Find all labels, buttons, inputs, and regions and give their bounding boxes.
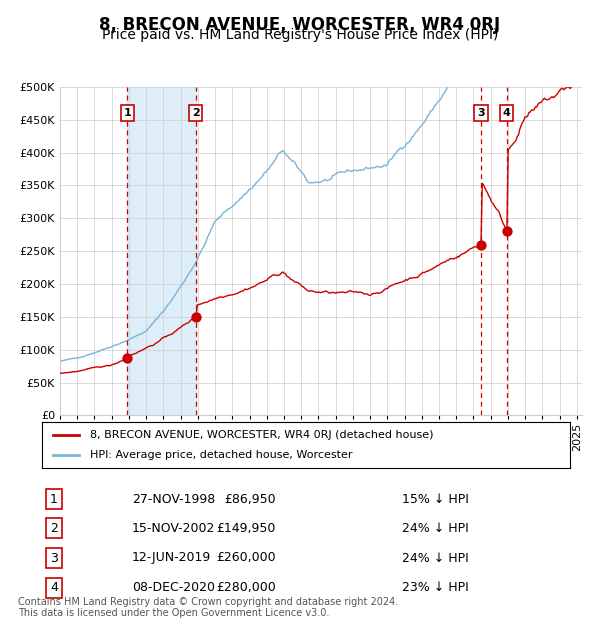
Bar [127, 87, 196, 415]
Text: 15% ↓ HPI: 15% ↓ HPI [402, 493, 469, 505]
Point [122, 353, 132, 363]
Point [476, 239, 486, 249]
Text: 4: 4 [503, 108, 511, 118]
Text: Price paid vs. HM Land Registry's House Price Index (HPI): Price paid vs. HM Land Registry's House … [102, 28, 498, 42]
Point [502, 226, 512, 236]
Text: 1: 1 [124, 108, 131, 118]
Text: 27-NOV-1998: 27-NOV-1998 [132, 493, 215, 505]
Text: 23% ↓ HPI: 23% ↓ HPI [402, 582, 469, 594]
Text: £86,950: £86,950 [224, 493, 276, 505]
Text: 3: 3 [477, 108, 485, 118]
Point [191, 312, 200, 322]
Text: 2: 2 [50, 522, 58, 534]
Text: HPI: Average price, detached house, Worcester: HPI: Average price, detached house, Worc… [89, 450, 352, 460]
Text: 24% ↓ HPI: 24% ↓ HPI [402, 522, 469, 534]
Text: 4: 4 [50, 582, 58, 594]
Text: 24% ↓ HPI: 24% ↓ HPI [402, 552, 469, 564]
Text: 08-DEC-2020: 08-DEC-2020 [132, 582, 215, 594]
Text: 2: 2 [192, 108, 199, 118]
Text: 1: 1 [50, 493, 58, 505]
Text: Contains HM Land Registry data © Crown copyright and database right 2024.
This d: Contains HM Land Registry data © Crown c… [18, 596, 398, 618]
Text: 12-JUN-2019: 12-JUN-2019 [132, 552, 211, 564]
Text: £149,950: £149,950 [217, 522, 276, 534]
Text: £260,000: £260,000 [217, 552, 276, 564]
Text: 8, BRECON AVENUE, WORCESTER, WR4 0RJ (detached house): 8, BRECON AVENUE, WORCESTER, WR4 0RJ (de… [89, 430, 433, 440]
Text: 8, BRECON AVENUE, WORCESTER, WR4 0RJ: 8, BRECON AVENUE, WORCESTER, WR4 0RJ [100, 16, 500, 33]
Text: 15-NOV-2002: 15-NOV-2002 [132, 522, 215, 534]
Text: £280,000: £280,000 [216, 582, 276, 594]
Text: 3: 3 [50, 552, 58, 564]
